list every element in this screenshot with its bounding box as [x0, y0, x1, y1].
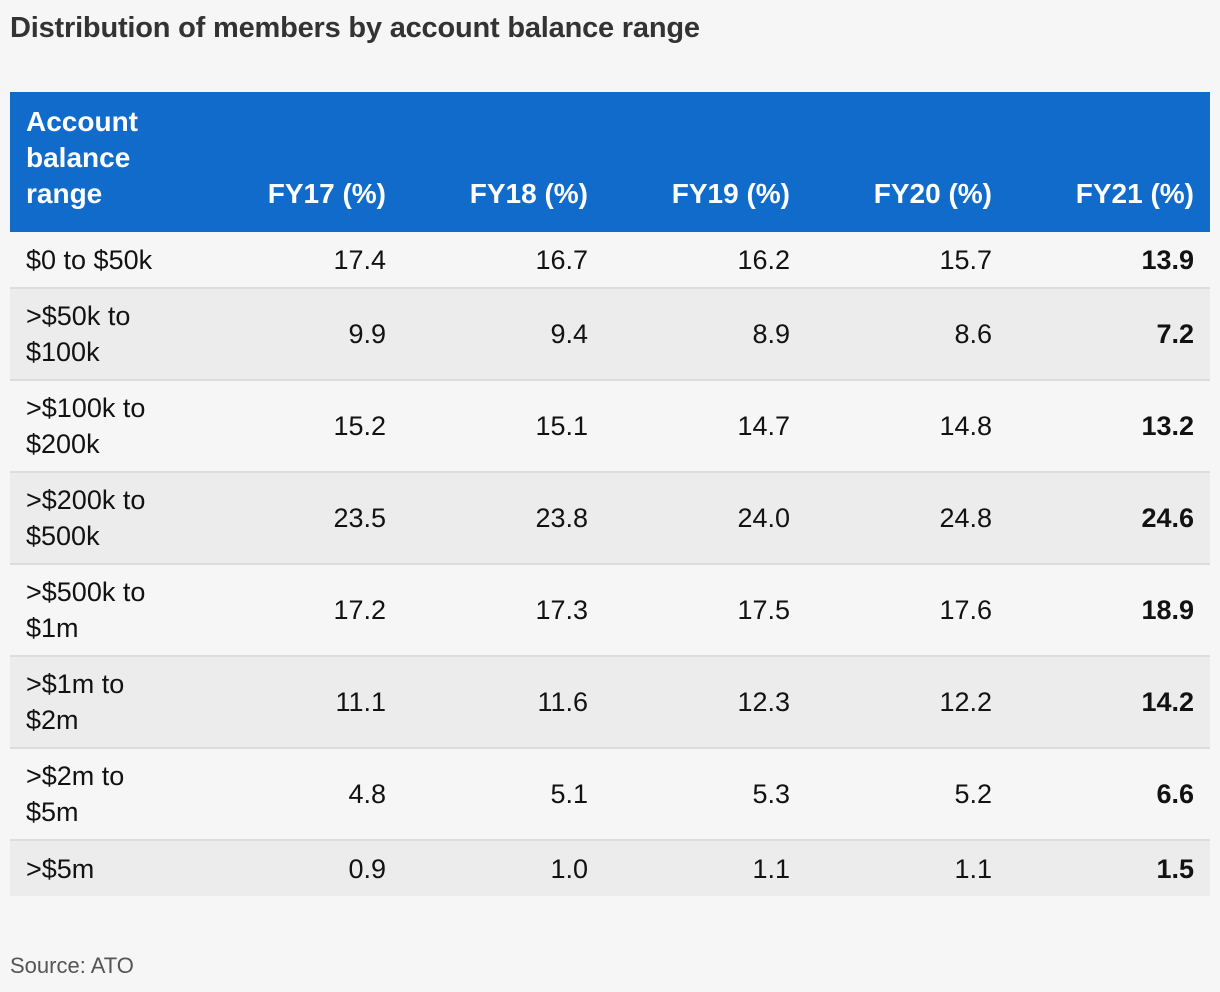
cell-value: 13.2: [1141, 411, 1194, 441]
table-row: >$200k to $500k 23.5 23.8 24.0 24.8 24.6: [10, 472, 1210, 564]
header-row: Account balance range FY17 (%) FY18 (%) …: [10, 92, 1210, 232]
table-body: $0 to $50k 17.4 16.7 16.2 15.7 13.9 >$50k to $…: [10, 232, 1210, 896]
cell-value: 17.5: [737, 595, 790, 625]
cell-value: 13.9: [1141, 244, 1194, 275]
table-row: >$500k to $1m 17.2 17.3 17.5 17.6 18.9: [10, 564, 1210, 656]
cell-value: 17.3: [535, 595, 588, 625]
chart-title: Distribution of members by account balan…: [10, 12, 700, 44]
cell-value: 5.1: [550, 779, 588, 809]
cell-value: 11.6: [537, 687, 588, 717]
cell-value: 5.2: [954, 779, 992, 809]
column-header-fy17: FY17 (%): [267, 178, 386, 209]
cell-value: 9.4: [550, 319, 588, 349]
cell-value: 24.0: [737, 503, 790, 533]
table-header: Account balance range FY17 (%) FY18 (%) …: [10, 92, 1210, 232]
cell-value: 4.8: [348, 779, 386, 809]
row-label: >$50k to $100k: [26, 301, 131, 367]
row-label: >$5m: [26, 853, 95, 884]
cell-value: 5.3: [752, 779, 790, 809]
table-row: >$100k to $200k 15.2 15.1 14.7 14.8 13.2: [10, 380, 1210, 472]
cell-value: 1.1: [752, 853, 790, 884]
cell-value: 18.9: [1141, 595, 1194, 625]
cell-value: 8.6: [954, 319, 992, 349]
cell-value: 12.2: [939, 687, 992, 717]
cell-value: 17.6: [939, 595, 992, 625]
table-row: >$2m to $5m 4.8 5.1 5.3 5.2 6.6: [10, 748, 1210, 840]
cell-value: 23.8: [535, 503, 588, 533]
data-table: Account balance range FY17 (%) FY18 (%) …: [10, 92, 1210, 896]
cell-value: 1.5: [1156, 853, 1194, 884]
cell-value: 1.1: [954, 853, 992, 884]
row-label: >$500k to $1m: [26, 577, 146, 643]
cell-value: 15.2: [333, 411, 386, 441]
row-label: >$100k to $200k: [26, 393, 146, 459]
cell-value: 24.8: [939, 503, 992, 533]
cell-value: 17.2: [333, 595, 386, 625]
cell-value: 0.9: [348, 853, 386, 884]
table-row: >$5m 0.9 1.0 1.1 1.1 1.5: [10, 840, 1210, 896]
table-row: $0 to $50k 17.4 16.7 16.2 15.7 13.9: [10, 232, 1210, 288]
row-label: >$2m to $5m: [26, 761, 125, 827]
table-row: >$1m to $2m 11.1 11.6 12.3 12.2 14.2: [10, 656, 1210, 748]
column-header-fy20: FY20 (%): [873, 178, 992, 209]
row-label: >$1m to $2m: [26, 669, 125, 735]
column-header-range: Account balance range: [26, 106, 138, 209]
cell-value: 11.1: [335, 687, 386, 717]
cell-value: 6.6: [1156, 779, 1194, 809]
column-header-fy19: FY19 (%): [671, 178, 790, 209]
cell-value: 14.7: [737, 411, 790, 441]
column-header-fy18: FY18 (%): [469, 178, 588, 209]
cell-value: 14.2: [1141, 687, 1194, 717]
row-label: $0 to $50k: [26, 244, 153, 275]
cell-value: 24.6: [1141, 503, 1194, 533]
cell-value: 16.2: [737, 244, 790, 275]
source-note: Source: ATO: [10, 953, 134, 978]
cell-value: 1.0: [550, 853, 588, 884]
cell-value: 8.9: [752, 319, 790, 349]
cell-value: 23.5: [333, 503, 386, 533]
cell-value: 15.1: [535, 411, 588, 441]
table-row: >$50k to $100k 9.9 9.4 8.9 8.6 7.2: [10, 288, 1210, 380]
cell-value: 15.7: [939, 244, 992, 275]
row-label: >$200k to $500k: [26, 485, 146, 551]
cell-value: 17.4: [333, 244, 386, 275]
cell-value: 9.9: [348, 319, 386, 349]
cell-value: 7.2: [1156, 319, 1194, 349]
cell-value: 16.7: [535, 244, 588, 275]
cell-value: 14.8: [939, 411, 992, 441]
cell-value: 12.3: [737, 687, 790, 717]
column-header-fy21: FY21 (%): [1075, 178, 1194, 209]
